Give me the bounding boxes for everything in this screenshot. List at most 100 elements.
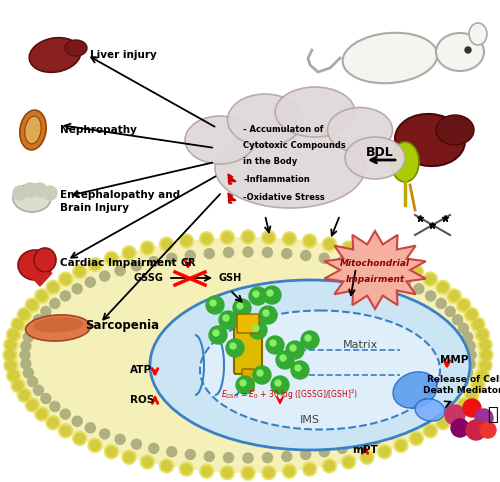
Text: - Accumulaton of: - Accumulaton of xyxy=(243,125,324,134)
Circle shape xyxy=(456,398,470,412)
Circle shape xyxy=(371,434,381,444)
Ellipse shape xyxy=(65,40,87,56)
Circle shape xyxy=(34,385,43,395)
Circle shape xyxy=(354,261,364,271)
Circle shape xyxy=(140,241,154,255)
Circle shape xyxy=(236,376,254,394)
Circle shape xyxy=(458,300,468,310)
Circle shape xyxy=(104,445,118,459)
Circle shape xyxy=(18,388,32,402)
Circle shape xyxy=(37,409,47,419)
Circle shape xyxy=(478,371,488,380)
Circle shape xyxy=(264,232,274,242)
Circle shape xyxy=(264,468,274,478)
Circle shape xyxy=(282,452,292,461)
Circle shape xyxy=(253,325,259,331)
Circle shape xyxy=(72,265,86,279)
Circle shape xyxy=(230,343,236,349)
Circle shape xyxy=(166,447,176,457)
Circle shape xyxy=(11,318,25,332)
Circle shape xyxy=(282,232,296,246)
Circle shape xyxy=(302,462,316,476)
Ellipse shape xyxy=(328,107,392,152)
Circle shape xyxy=(100,271,110,281)
Circle shape xyxy=(380,447,390,456)
Ellipse shape xyxy=(10,237,486,473)
Circle shape xyxy=(284,234,294,244)
Ellipse shape xyxy=(26,315,90,341)
Ellipse shape xyxy=(228,94,302,146)
Circle shape xyxy=(463,399,481,417)
Circle shape xyxy=(458,323,468,334)
Circle shape xyxy=(320,253,330,263)
Circle shape xyxy=(378,251,392,265)
Circle shape xyxy=(320,447,330,457)
Circle shape xyxy=(478,338,492,352)
Circle shape xyxy=(142,243,152,253)
Circle shape xyxy=(276,351,294,369)
Circle shape xyxy=(262,466,276,480)
Ellipse shape xyxy=(342,33,438,83)
Text: Matrix: Matrix xyxy=(342,340,378,350)
Ellipse shape xyxy=(415,399,445,421)
Circle shape xyxy=(259,306,277,324)
Circle shape xyxy=(28,400,38,410)
Circle shape xyxy=(480,340,490,350)
Circle shape xyxy=(3,348,17,362)
Circle shape xyxy=(253,291,259,297)
Circle shape xyxy=(220,466,234,480)
Ellipse shape xyxy=(469,23,487,45)
Circle shape xyxy=(243,247,253,257)
Circle shape xyxy=(271,376,289,394)
Circle shape xyxy=(37,291,47,301)
Circle shape xyxy=(284,466,294,476)
Circle shape xyxy=(206,296,224,314)
Circle shape xyxy=(436,281,450,295)
Text: Sarcopenia: Sarcopenia xyxy=(85,320,159,333)
Circle shape xyxy=(243,232,253,242)
Circle shape xyxy=(200,464,213,478)
Text: $E_{GSH}$ = $E_0$ + 30 log ([GSSG]/[GSH]$^2$): $E_{GSH}$ = $E_0$ + 30 log ([GSSG]/[GSH]… xyxy=(222,388,358,402)
Ellipse shape xyxy=(20,110,46,150)
Circle shape xyxy=(6,340,16,350)
Circle shape xyxy=(60,274,70,284)
Circle shape xyxy=(202,234,211,244)
Circle shape xyxy=(451,419,469,437)
Ellipse shape xyxy=(13,184,51,212)
Circle shape xyxy=(266,336,284,354)
Circle shape xyxy=(60,409,70,419)
Polygon shape xyxy=(28,273,52,286)
Circle shape xyxy=(263,310,269,316)
Circle shape xyxy=(41,393,51,403)
Circle shape xyxy=(464,308,478,321)
Circle shape xyxy=(476,327,490,342)
Text: Brain Injury: Brain Injury xyxy=(60,203,129,213)
Circle shape xyxy=(28,323,38,334)
Circle shape xyxy=(140,455,154,469)
Circle shape xyxy=(222,232,232,242)
Circle shape xyxy=(478,358,492,372)
Circle shape xyxy=(426,291,436,301)
Circle shape xyxy=(426,274,436,284)
Circle shape xyxy=(162,461,172,471)
Text: Mitochondrial: Mitochondrial xyxy=(340,259,410,268)
Circle shape xyxy=(280,355,286,361)
Circle shape xyxy=(362,248,372,258)
Text: in the Body: in the Body xyxy=(243,157,297,165)
Ellipse shape xyxy=(34,248,56,272)
Ellipse shape xyxy=(150,280,470,450)
Circle shape xyxy=(18,308,32,321)
Circle shape xyxy=(88,439,102,453)
Circle shape xyxy=(160,237,173,251)
Circle shape xyxy=(124,452,134,462)
Circle shape xyxy=(410,265,424,279)
Circle shape xyxy=(465,341,475,351)
Text: ATP: ATP xyxy=(130,365,152,375)
Circle shape xyxy=(241,466,255,480)
Circle shape xyxy=(35,407,49,421)
Circle shape xyxy=(458,400,468,410)
Circle shape xyxy=(324,239,334,249)
Circle shape xyxy=(13,381,23,390)
Circle shape xyxy=(219,311,237,329)
Circle shape xyxy=(466,420,486,440)
